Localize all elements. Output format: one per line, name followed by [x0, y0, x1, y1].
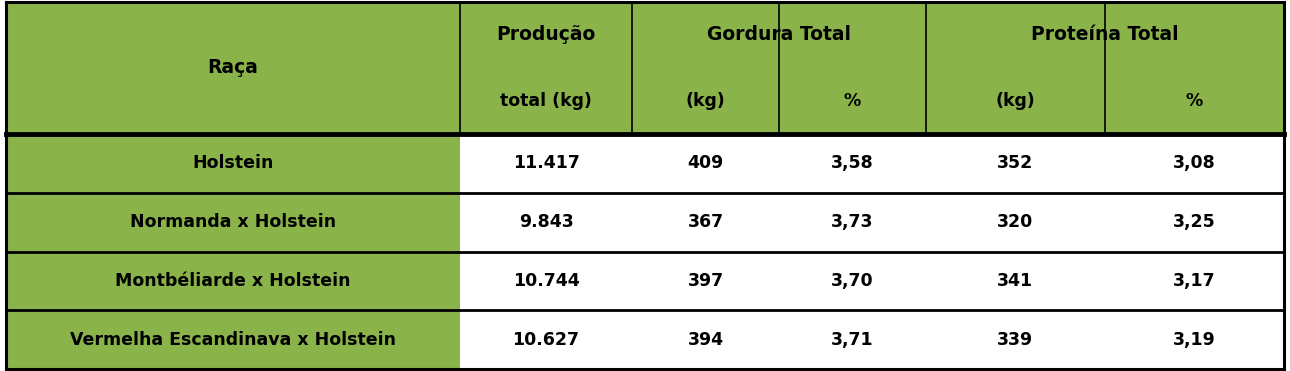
Text: %: % — [844, 92, 862, 110]
Bar — [6, 134, 459, 193]
Text: 409: 409 — [688, 154, 724, 173]
Text: 3,08: 3,08 — [1173, 154, 1215, 173]
Text: Vermelha Escandinava x Holstein: Vermelha Escandinava x Holstein — [70, 331, 396, 349]
Text: Gordura Total: Gordura Total — [707, 25, 851, 45]
Bar — [6, 2, 1284, 134]
Bar — [459, 193, 1284, 252]
Text: 3,58: 3,58 — [831, 154, 873, 173]
Bar — [6, 193, 459, 252]
Text: Normanda x Holstein: Normanda x Holstein — [130, 213, 337, 231]
Text: 3,17: 3,17 — [1173, 272, 1215, 290]
Bar — [459, 134, 1284, 193]
Text: total (kg): total (kg) — [501, 92, 592, 110]
Bar — [459, 252, 1284, 311]
Text: 352: 352 — [997, 154, 1033, 173]
Bar — [459, 311, 1284, 369]
Text: 10.744: 10.744 — [512, 272, 579, 290]
Text: 3,25: 3,25 — [1173, 213, 1215, 231]
Text: 397: 397 — [688, 272, 724, 290]
Text: Proteína Total: Proteína Total — [1031, 25, 1179, 45]
Text: 3,73: 3,73 — [831, 213, 873, 231]
Text: 394: 394 — [688, 331, 724, 349]
Bar — [6, 311, 459, 369]
Text: Montbéliarde x Holstein: Montbéliarde x Holstein — [115, 272, 351, 290]
Text: Produção: Produção — [497, 25, 596, 45]
Text: 3,70: 3,70 — [831, 272, 873, 290]
Text: 341: 341 — [997, 272, 1033, 290]
Text: Raça: Raça — [208, 59, 258, 78]
Text: (kg): (kg) — [996, 92, 1036, 110]
Bar — [6, 252, 459, 311]
Text: 339: 339 — [997, 331, 1033, 349]
Text: Holstein: Holstein — [192, 154, 273, 173]
Text: 9.843: 9.843 — [519, 213, 573, 231]
Text: (kg): (kg) — [686, 92, 725, 110]
Text: 3,71: 3,71 — [831, 331, 873, 349]
Text: 10.627: 10.627 — [512, 331, 579, 349]
Text: %: % — [1186, 92, 1202, 110]
Text: 3,19: 3,19 — [1173, 331, 1215, 349]
Text: 11.417: 11.417 — [512, 154, 579, 173]
Text: 320: 320 — [997, 213, 1033, 231]
Text: 367: 367 — [688, 213, 724, 231]
